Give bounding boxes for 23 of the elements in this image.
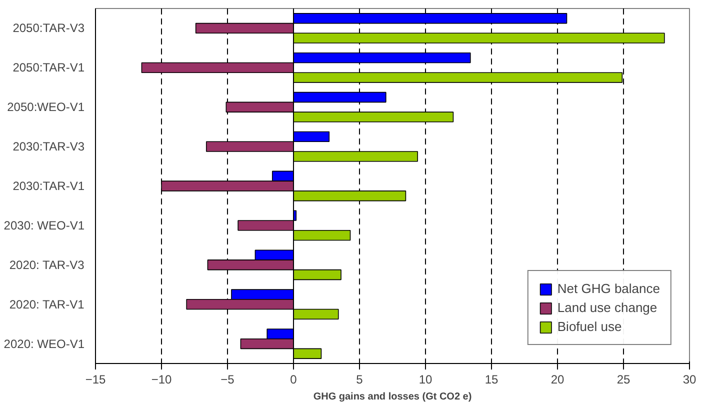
y-tick-label: 2050:WEO-V1: [7, 100, 85, 114]
legend-label: Biofuel use: [557, 319, 622, 334]
legend-label: Net GHG balance: [557, 281, 660, 296]
x-tick-label: 25: [616, 372, 630, 386]
x-tick-label: −10: [151, 372, 172, 386]
x-tick-label: 5: [356, 372, 364, 386]
x-tick-label: 30: [682, 372, 696, 386]
legend-label: Land use change: [557, 300, 658, 315]
y-tick-label: 2050:TAR-V3: [12, 21, 85, 36]
y-tick-label: 2030:TAR-V3: [12, 140, 85, 154]
y-tick-label: 2030:TAR-V1: [12, 179, 85, 193]
x-tick-label: 10: [418, 372, 432, 386]
x-axis-title: GHG gains and losses (Gt CO2 e): [313, 392, 472, 402]
x-tick-label: −5: [220, 372, 235, 386]
x-tick-label: 20: [550, 372, 564, 386]
x-tick-label: 0: [290, 372, 298, 386]
y-tick-label: 2020: WEO-V1: [4, 336, 85, 351]
y-tick-label: 2020: TAR-V3: [9, 258, 85, 272]
y-tick-label: 2050:TAR-V1: [12, 60, 85, 75]
y-tick-label: 2020: TAR-V1: [9, 297, 85, 312]
x-tick-label: −15: [85, 372, 106, 386]
y-tick-label: 2030: WEO-V1: [4, 218, 85, 232]
x-tick-label: 15: [484, 372, 498, 386]
